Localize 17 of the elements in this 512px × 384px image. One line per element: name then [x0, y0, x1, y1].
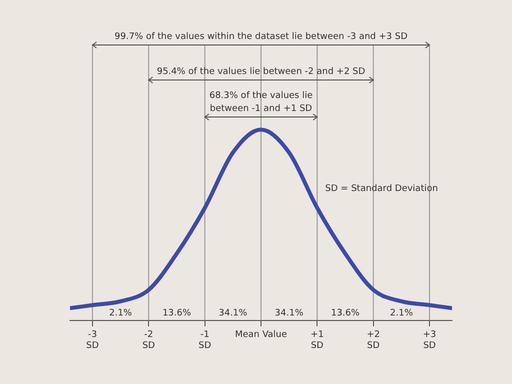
x-tick-label: +2 SD — [366, 330, 380, 351]
x-tick-label: Mean Value — [234, 330, 288, 340]
text: 99.7% of the values within the dataset lie between -3 and +3 SD — [114, 32, 408, 42]
annotation: 13.6% — [330, 308, 360, 318]
text: 68.3% of the values lie between -1 and +1 SD — [209, 91, 314, 114]
x-tick-label: -1 SD — [198, 330, 212, 351]
x-tick-label: +1 SD — [310, 330, 324, 351]
x-tick-label: -3 SD — [86, 330, 99, 351]
annotation: 2.1% — [109, 308, 132, 318]
text: 95.4% of the values lie between -2 and +2 SD — [156, 67, 366, 77]
annotation: 34.1% — [274, 308, 304, 318]
annotation: 13.6% — [162, 308, 192, 318]
x-tick-label: -2 SD — [142, 330, 156, 351]
x-tick-label: +3 SD — [422, 330, 436, 351]
annotation: 2.1% — [390, 308, 414, 318]
annotation: 34.1% — [218, 308, 248, 318]
annotation: SD = Standard Deviation — [325, 184, 438, 194]
